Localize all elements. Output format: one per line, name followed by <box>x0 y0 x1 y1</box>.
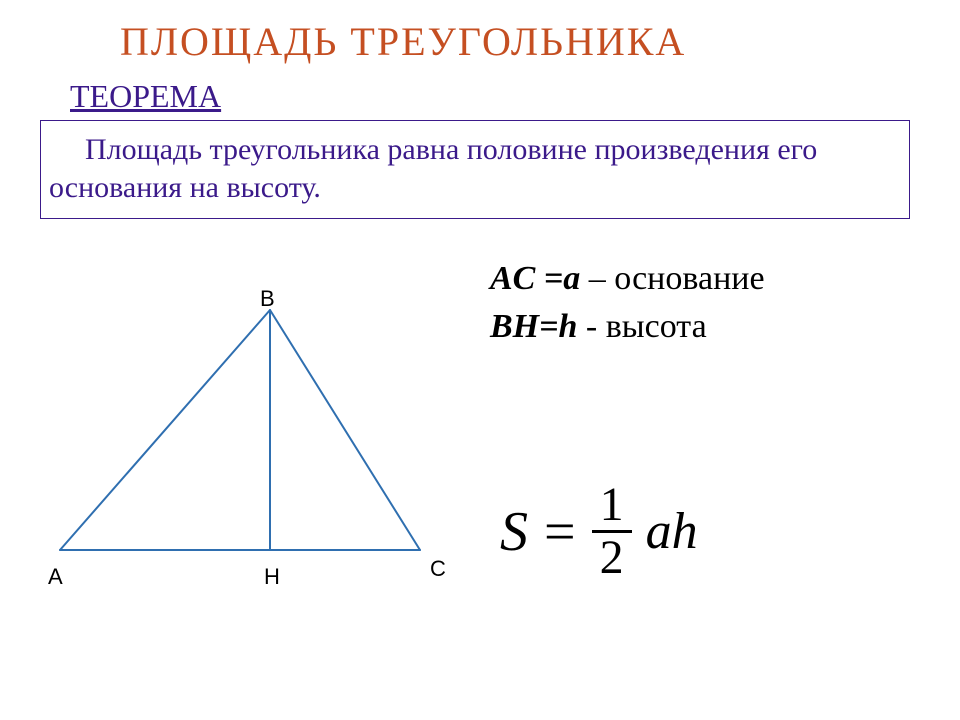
triangle-diagram: A B C H <box>40 290 460 610</box>
def-base-symbol: AC =a <box>490 260 580 297</box>
theorem-text: Площадь треугольника равна половине прои… <box>49 131 901 206</box>
vertex-label-B: B <box>260 286 275 312</box>
theorem-label: ТЕОРЕМА <box>70 78 221 115</box>
formula-denominator: 2 <box>592 533 632 583</box>
slide: ПЛОЩАДЬ ТРЕУГОЛЬНИКА ТЕОРЕМА Площадь тре… <box>0 0 960 720</box>
theorem-box: Площадь треугольника равна половине прои… <box>40 120 910 219</box>
formula-fraction: 1 2 <box>592 480 632 584</box>
def-height-symbol: BH=h <box>490 308 577 345</box>
triangle-svg <box>40 290 460 590</box>
formula-equals: = <box>544 500 576 564</box>
formula-numerator: 1 <box>592 480 632 530</box>
definition-base: AC =a – основание <box>490 260 765 298</box>
vertex-label-H: H <box>264 564 280 590</box>
def-base-label: основание <box>614 260 764 297</box>
slide-title: ПЛОЩАДЬ ТРЕУГОЛЬНИКА <box>120 18 686 65</box>
area-formula: S = 1 2 ah <box>500 480 698 584</box>
vertex-label-A: A <box>48 564 63 590</box>
definitions: AC =a – основание BH=h - высота <box>490 260 765 356</box>
vertex-label-C: C <box>430 556 446 582</box>
definition-height: BH=h - высота <box>490 308 765 346</box>
formula-rhs: ah <box>646 502 698 561</box>
def-height-label: высота <box>606 308 707 345</box>
formula-S: S <box>500 500 528 564</box>
